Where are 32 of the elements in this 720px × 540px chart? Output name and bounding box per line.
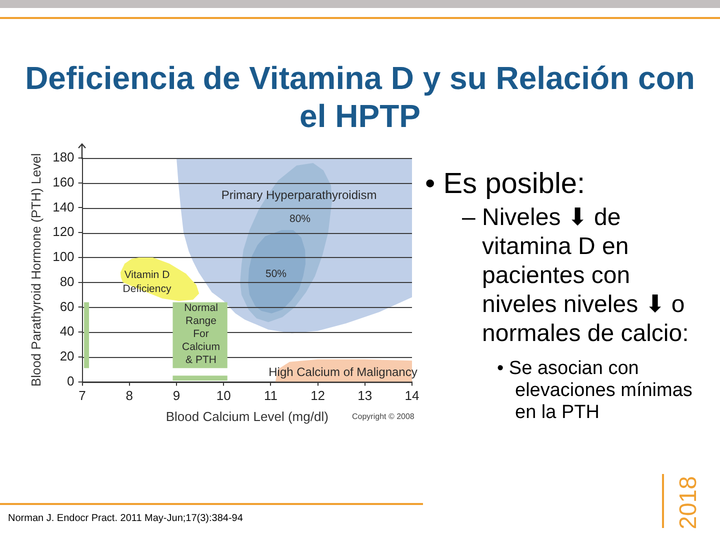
x-tick-label: 14 [404,388,420,404]
annotation: 80% [288,213,312,225]
text: • Se asocian con elevaciones mínimas en la PTH [497,358,694,424]
y-axis-title: Blood Parathyroid Hormone (PTH) Level [28,153,44,387]
annotation: Normal Range For Calcium & PTH [172,302,230,367]
y-tick-label: 180 [52,150,74,165]
chart-title: Deficiencia de Vitamina D y su Relación con el HPTP [24,59,696,135]
y-tick-label: 40 [60,324,74,339]
y-tick-label: 100 [52,249,74,264]
x-axis-title: Blood Calcium Level (mg/dl) [166,408,328,424]
text: • Es posible: [425,167,586,201]
text: Copyright © 2008 [352,412,414,421]
x-tick-label: 12 [310,388,326,404]
y-tick-label: 60 [60,298,74,314]
text: 2018 [675,476,702,530]
y-tick-label: 120 [52,224,74,240]
x-tick-label: 10 [216,388,231,404]
x-tick-label: 8 [126,388,134,404]
x-tick-label: 9 [172,388,180,404]
y-tick-label: 160 [52,174,74,190]
y-tick-label: 0 [67,373,74,388]
x-tick-label: 13 [358,388,372,404]
annotation: High Calcium of Malignancy [268,365,418,379]
text: – Niveles ⬇ de vitamina D en pacientes con niveles niveles ⬇ o normales de calcio: [462,203,690,348]
y-tick-label: 20 [60,348,74,364]
x-tick-label: 7 [78,388,86,404]
annotation: 50% [264,268,288,280]
x-tick-label: 11 [264,388,278,404]
annotation: Primary Hyperparathyroidism [220,188,378,202]
y-tick-label: 140 [52,199,74,214]
y-tick-label: 80 [60,274,74,289]
text: Norman J. Endocr Pract. 2011 May-Jun;17(3):384-94 [8,513,243,524]
